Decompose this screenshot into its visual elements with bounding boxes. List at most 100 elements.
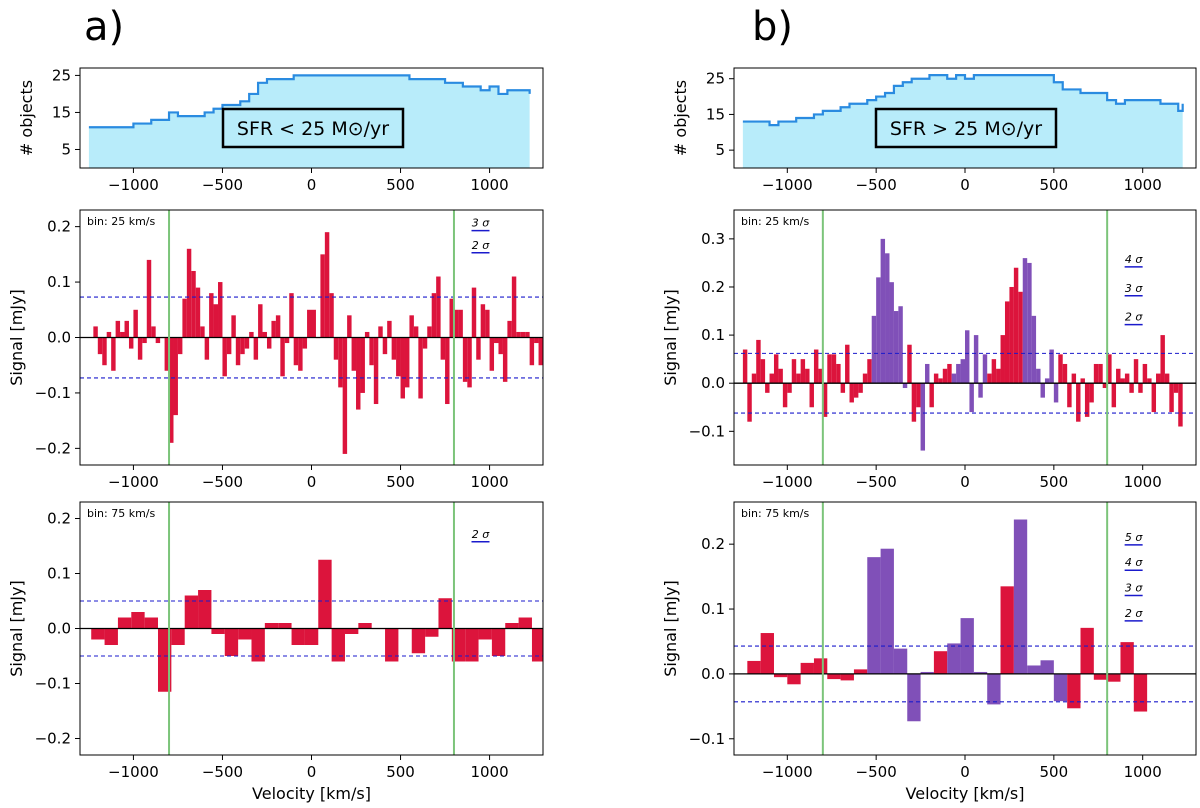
signal-bar — [889, 282, 894, 384]
signal-bar — [471, 287, 477, 338]
signal-bar — [840, 673, 854, 681]
plot-area — [80, 502, 543, 755]
x-tick-label: −500 — [856, 176, 897, 194]
panel-label-b: b) — [752, 4, 793, 50]
signal-bar — [453, 309, 459, 338]
signal-bar — [858, 383, 863, 393]
signal-bar — [761, 338, 765, 360]
signal-bar — [1124, 373, 1130, 384]
signal-bar — [864, 338, 868, 349]
signal-bar — [511, 276, 517, 338]
signal-bar — [947, 643, 961, 674]
sigma-label: 2 σ — [1125, 311, 1143, 324]
signal-bar — [929, 383, 934, 408]
signal-bar — [853, 669, 868, 674]
signal-bar — [1120, 378, 1125, 384]
signal-bar — [841, 321, 845, 338]
signal-bar — [182, 298, 187, 338]
signal-bar — [969, 383, 974, 413]
x-tick-label: 1000 — [1124, 473, 1162, 491]
signal-bar — [632, 338, 636, 366]
sigma-label: 2 σ — [472, 239, 490, 252]
y-tick-label: 25 — [52, 66, 71, 84]
signal-bar — [344, 628, 359, 634]
signal-bar — [787, 673, 801, 685]
signal-bar — [760, 359, 766, 384]
sfr-annotation: SFR > 25 M⊙/yr — [890, 118, 1042, 140]
signal-bar — [382, 337, 388, 355]
signal-bar — [867, 359, 872, 384]
signal-bar — [311, 309, 316, 338]
x-tick-label: 500 — [386, 176, 415, 194]
signal-bar — [832, 299, 836, 338]
signal-bar — [1107, 354, 1112, 384]
signal-bar — [1040, 660, 1054, 674]
signal-bar — [364, 331, 370, 338]
signal-bar — [146, 259, 152, 338]
signal-bar — [791, 359, 797, 384]
plot-area — [88, 74, 531, 168]
signal-bar — [1071, 373, 1077, 384]
signal-bar — [431, 293, 437, 338]
x-axis-label: Velocity [km/s] — [906, 784, 1025, 803]
signal-bar — [908, 338, 912, 339]
signal-bar — [518, 617, 532, 629]
signal-bar — [378, 326, 383, 338]
signal-bar — [1076, 383, 1081, 422]
signal-bar — [773, 354, 779, 384]
signal-bar — [142, 337, 147, 344]
signal-bar — [933, 651, 948, 674]
signal-bar — [1067, 673, 1081, 709]
signal-bar — [1027, 262, 1032, 384]
signal-bar — [111, 337, 116, 371]
signal-bar — [538, 337, 543, 366]
signal-bar — [845, 344, 850, 384]
signal-bar — [253, 337, 259, 360]
signal-bar — [396, 337, 401, 377]
signal-bar — [1027, 665, 1041, 674]
signal-bar — [525, 331, 530, 338]
signal-bar — [104, 628, 118, 645]
signal-bar — [164, 337, 170, 371]
signal-bar — [982, 354, 988, 384]
signal-bar — [1004, 301, 1010, 384]
signal-bar — [240, 337, 245, 355]
signal-bar — [264, 623, 279, 629]
signal-bar — [822, 383, 828, 417]
signal-bar — [1013, 267, 1019, 384]
y-axis-label: # objects — [17, 80, 36, 156]
signal-bar — [480, 304, 486, 338]
y-tick-label: 0.2 — [701, 278, 725, 296]
y-tick-label: 0.0 — [47, 620, 71, 638]
signal-bar — [1129, 383, 1134, 393]
x-tick-label: −500 — [202, 176, 243, 194]
signal-bar — [898, 306, 903, 384]
signal-bar — [491, 628, 506, 656]
signal-bar — [169, 337, 174, 443]
signal-bar — [404, 337, 410, 388]
signal-bar — [218, 282, 223, 338]
signal-bar — [1053, 383, 1059, 403]
y-tick-label: 0.2 — [47, 218, 71, 236]
signal-bar — [979, 243, 983, 337]
x-tick-label: 0 — [960, 763, 970, 781]
signal-bar — [831, 354, 837, 384]
signal-bar — [935, 332, 939, 338]
signal-bar — [579, 338, 583, 344]
signal-bar — [805, 368, 810, 384]
signal-bar — [913, 332, 917, 338]
signal-bar — [356, 337, 361, 410]
signal-bar — [973, 671, 988, 674]
x-tick-label: 0 — [960, 176, 970, 194]
signal-bar — [209, 293, 214, 338]
signal-bar — [1160, 335, 1165, 384]
signal-bar — [498, 337, 503, 355]
signal-bar — [347, 315, 352, 338]
y-tick-label: 0.3 — [701, 230, 725, 248]
signal-bar — [938, 378, 943, 384]
signal-bar — [224, 628, 239, 656]
x-tick-label: 500 — [386, 473, 415, 491]
signal-bar — [244, 337, 250, 349]
chart-b-count: SFR > 25 M⊙/yr −1000 −500 0 500 1000 5 15 25 # ob… — [671, 67, 1197, 194]
